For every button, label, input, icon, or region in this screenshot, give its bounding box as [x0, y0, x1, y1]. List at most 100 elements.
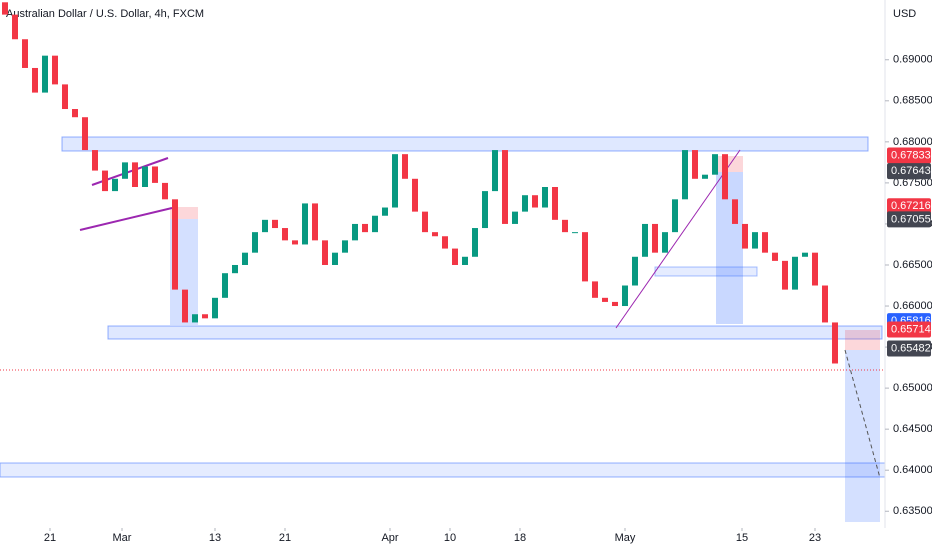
candle-body — [252, 232, 258, 253]
candle-body — [222, 273, 228, 298]
candle-body — [662, 232, 668, 253]
candle-body — [762, 232, 768, 253]
target-box — [716, 172, 743, 324]
candle-body — [162, 182, 168, 200]
trend-line — [615, 149, 741, 329]
candle-body — [522, 195, 528, 212]
chart-title: Australian Dollar / U.S. Dollar, 4h, FXC… — [6, 8, 204, 20]
candle-body — [802, 252, 808, 257]
x-tick-label: 15 — [736, 532, 748, 544]
candle-body — [612, 301, 618, 307]
candle-body — [532, 195, 538, 208]
candle-body — [592, 281, 598, 298]
target-box — [845, 350, 880, 522]
candle-body — [462, 256, 468, 265]
price-label: 0.67643 — [891, 165, 931, 177]
candle-body — [372, 215, 378, 233]
candle-body — [282, 228, 288, 241]
candle-body — [402, 154, 408, 179]
x-tick-label: 10 — [444, 532, 456, 544]
price-label-box — [887, 340, 931, 357]
candle-body — [622, 285, 628, 307]
candle-body — [782, 260, 788, 290]
candle-body — [632, 256, 638, 286]
x-tick-label: 13 — [209, 532, 221, 544]
candle-body — [42, 55, 48, 93]
candle-body — [792, 256, 798, 290]
y-tick-label: 0.69000 — [893, 54, 932, 66]
candle-body — [702, 174, 708, 179]
candle-body — [822, 285, 828, 323]
candle-body — [482, 191, 488, 229]
candle-body — [342, 240, 348, 253]
x-tick-label: Apr — [381, 532, 398, 544]
stop-box — [845, 330, 880, 350]
y-tick-label: 0.65000 — [893, 382, 932, 394]
candle-body — [32, 67, 38, 93]
candle-body — [112, 178, 118, 192]
candle-body — [202, 314, 208, 319]
candle-body — [132, 162, 138, 187]
candle-body — [12, 14, 18, 40]
x-tick-label: 18 — [514, 532, 526, 544]
candle-body — [652, 223, 658, 253]
candle-body — [492, 150, 498, 192]
candle-body — [692, 150, 698, 179]
y-tick-label: 0.68000 — [893, 136, 932, 148]
y-tick-label: 0.67500 — [893, 177, 932, 189]
y-tick-label: 0.64500 — [893, 423, 932, 435]
candle-body — [502, 150, 508, 224]
candle-body — [312, 203, 318, 241]
price-label-box — [887, 211, 931, 228]
candle-body — [472, 228, 478, 257]
stop-box — [716, 156, 743, 172]
candle-body — [232, 264, 238, 274]
candle-body — [512, 211, 518, 224]
candle-body — [152, 166, 158, 183]
candle-body — [582, 232, 588, 282]
currency-label: USD — [893, 8, 916, 20]
projection — [844, 349, 881, 479]
candle-body — [772, 252, 778, 261]
candle-body — [92, 150, 98, 171]
candle-body — [292, 240, 298, 245]
y-tick-label: 0.63500 — [893, 505, 932, 517]
candle-body — [142, 166, 148, 187]
candle-body — [2, 2, 8, 15]
candle-body — [712, 154, 718, 175]
price-label-box — [887, 163, 931, 180]
x-tick-label: 23 — [809, 532, 821, 544]
resistance-zone — [61, 136, 869, 152]
candle-body — [562, 219, 568, 233]
candle-body — [392, 154, 398, 208]
y-tick-label: 0.64000 — [893, 464, 932, 476]
candle-body — [572, 232, 578, 234]
candle-body — [442, 236, 448, 249]
candle-body — [732, 199, 738, 224]
candle-body — [122, 162, 128, 179]
candle-body — [742, 223, 748, 249]
candle-body — [182, 289, 188, 323]
price-label: 0.67055 — [891, 213, 931, 225]
price-label: 0.65714 — [891, 323, 931, 335]
candle-body — [422, 211, 428, 233]
candle-body — [542, 187, 548, 208]
x-tick-label: 21 — [279, 532, 291, 544]
y-tick-label: 0.68500 — [893, 95, 932, 107]
candle-body — [432, 232, 438, 237]
candle-body — [262, 219, 268, 233]
candle-body — [832, 322, 838, 364]
candle-body — [752, 232, 758, 249]
channel-line — [79, 207, 173, 231]
price-label-box — [887, 147, 931, 164]
x-tick-label: Mar — [113, 532, 132, 544]
candle-body — [22, 39, 28, 68]
x-tick-label: 21 — [44, 532, 56, 544]
y-tick-label: 0.66500 — [893, 259, 932, 271]
candle-body — [812, 252, 818, 286]
candle-body — [682, 150, 688, 200]
candle-body — [452, 248, 458, 265]
candle-body — [72, 109, 78, 118]
candle-body — [212, 297, 218, 319]
